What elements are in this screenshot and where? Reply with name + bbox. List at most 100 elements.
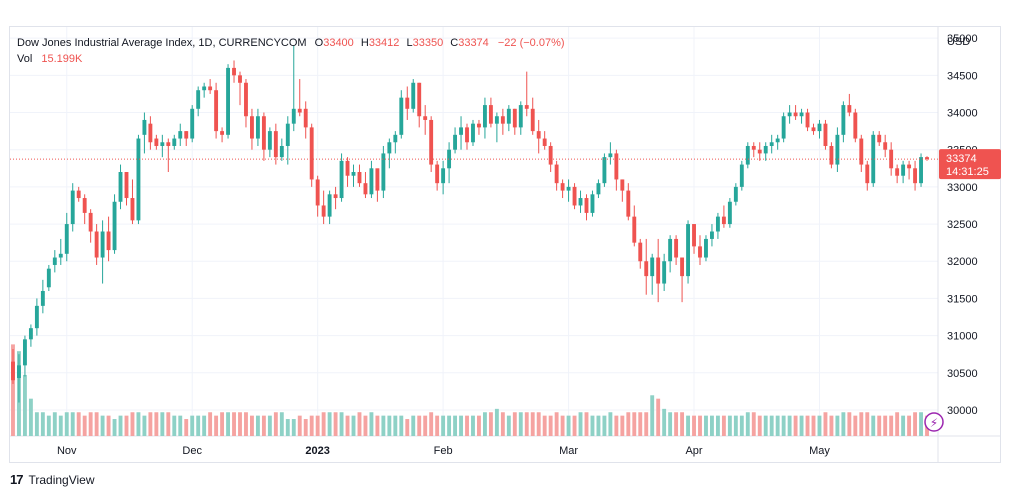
x-tick-label: Feb bbox=[434, 445, 453, 457]
candle-body bbox=[662, 261, 667, 284]
volume-bar bbox=[769, 415, 774, 436]
volume-bar bbox=[453, 415, 458, 436]
volume-bar bbox=[787, 415, 792, 436]
candle-body bbox=[369, 168, 374, 195]
volume-bar bbox=[901, 415, 906, 436]
x-tick-label: 2023 bbox=[305, 445, 329, 457]
volume-bar bbox=[333, 412, 338, 436]
volume-bar bbox=[309, 415, 314, 436]
symbol-title[interactable]: Dow Jones Industrial Average Index, 1D, … bbox=[17, 37, 307, 49]
candle-body bbox=[925, 157, 929, 160]
candle-body bbox=[172, 138, 177, 146]
candle-body bbox=[811, 127, 816, 132]
candle-body bbox=[273, 131, 278, 158]
volume-bar bbox=[88, 412, 93, 436]
candle-body bbox=[865, 164, 870, 184]
candle-body bbox=[351, 172, 356, 176]
candle-body bbox=[482, 105, 487, 128]
candle-body bbox=[883, 142, 888, 150]
candle-body bbox=[220, 131, 225, 135]
close-label: C bbox=[450, 37, 459, 49]
volume-bar bbox=[261, 415, 266, 436]
volume-bar bbox=[124, 415, 129, 436]
candle-body bbox=[441, 168, 446, 184]
volume-bar bbox=[895, 412, 900, 436]
candle-body bbox=[232, 67, 236, 76]
candle-body bbox=[566, 186, 571, 191]
candle-body bbox=[333, 194, 338, 199]
volume-bar bbox=[46, 415, 51, 436]
candle-body bbox=[279, 145, 284, 158]
volume-bar bbox=[363, 415, 368, 436]
volume-bar bbox=[698, 415, 702, 436]
volume-bar bbox=[190, 415, 195, 436]
candle-body bbox=[297, 108, 302, 113]
candle-body bbox=[590, 194, 595, 213]
candle-body bbox=[674, 238, 679, 258]
tradingview-brand[interactable]: 17 TradingView bbox=[10, 472, 95, 487]
candle-body bbox=[871, 134, 876, 184]
volume-bar bbox=[267, 415, 272, 436]
volume-bar bbox=[542, 415, 547, 436]
candle-body bbox=[889, 149, 894, 169]
volume-bar bbox=[244, 412, 248, 436]
candle-body bbox=[614, 153, 619, 180]
candle-body bbox=[447, 149, 452, 169]
high-value: 33412 bbox=[368, 37, 400, 49]
volume-bar bbox=[638, 412, 643, 436]
candle-body bbox=[34, 305, 39, 329]
x-tick-label: Dec bbox=[182, 445, 202, 457]
y-tick-label: 30000 bbox=[947, 405, 978, 417]
volume-bar bbox=[733, 415, 738, 436]
candle-body bbox=[554, 164, 559, 184]
volume-bar bbox=[82, 415, 87, 436]
candle-body bbox=[303, 108, 308, 128]
volume-bar bbox=[847, 412, 852, 436]
candle-body bbox=[166, 142, 171, 146]
currency-label: USD bbox=[947, 36, 970, 48]
open-label: O bbox=[314, 37, 324, 49]
volume-bar bbox=[399, 415, 404, 436]
candle-body bbox=[877, 134, 882, 143]
volume-bar bbox=[250, 415, 254, 436]
candle-body bbox=[339, 160, 344, 199]
candle-body bbox=[644, 261, 649, 277]
volume-bar bbox=[465, 415, 469, 436]
candle-body bbox=[345, 160, 350, 176]
candle-body bbox=[745, 145, 750, 165]
volume-bar bbox=[500, 412, 505, 436]
volume-bar bbox=[142, 415, 147, 436]
volume-bar bbox=[315, 415, 320, 436]
candle-body bbox=[901, 164, 906, 176]
candle-body bbox=[548, 145, 553, 165]
y-tick-label: 34000 bbox=[947, 108, 978, 120]
volume-bar bbox=[877, 415, 882, 436]
x-tick-label: Nov bbox=[57, 445, 77, 457]
candle-body bbox=[715, 216, 720, 232]
candle-body bbox=[261, 116, 266, 150]
volume-bar bbox=[327, 412, 332, 436]
chart-legend: Dow Jones Industrial Average Index, 1D, … bbox=[17, 35, 565, 67]
volume-bar bbox=[859, 412, 864, 436]
candle-body bbox=[417, 82, 422, 117]
candle-body bbox=[405, 97, 410, 109]
candle-body bbox=[727, 201, 732, 225]
candle-body bbox=[835, 134, 840, 165]
volume-bar bbox=[387, 415, 392, 436]
candle-body bbox=[393, 134, 398, 143]
volume-bar bbox=[889, 415, 894, 436]
candle-body bbox=[327, 194, 332, 217]
candle-body bbox=[17, 365, 21, 378]
volume-bar bbox=[423, 415, 428, 436]
candle-body bbox=[626, 190, 631, 217]
volume-bar bbox=[100, 415, 105, 436]
candle-body bbox=[118, 172, 123, 202]
volume-bar bbox=[22, 374, 27, 436]
volume-bar bbox=[154, 412, 159, 436]
candle-body bbox=[160, 142, 165, 146]
volume-bar bbox=[763, 415, 768, 436]
candle-body bbox=[506, 108, 511, 124]
volume-bar bbox=[626, 412, 631, 436]
volume-bar bbox=[393, 415, 398, 436]
